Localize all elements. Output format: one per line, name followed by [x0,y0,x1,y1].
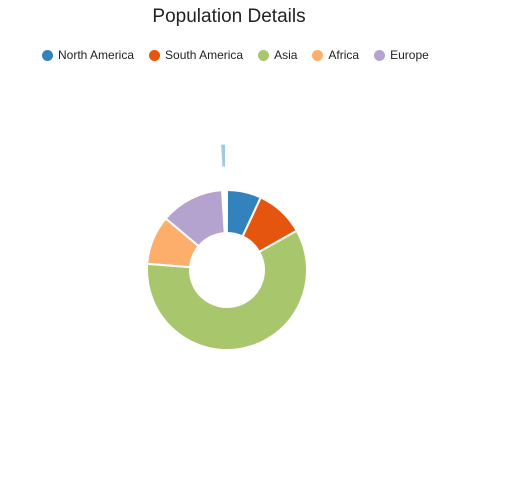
legend-item-north-america[interactable]: North America [42,48,134,62]
legend-item-south-america[interactable]: South America [149,48,243,62]
chart-title: Population Details [152,6,306,27]
legend-item-africa[interactable]: Africa [312,48,359,62]
legend-marker-asia [258,49,270,61]
legend-marker-europe [374,49,386,61]
legend-label-south-america: South America [165,48,244,62]
chart-legend: North America South America Asia Africa … [42,48,444,62]
legend-label-north-america: North America [58,48,135,62]
legend-marker-north-america [42,49,53,61]
legend-item-asia[interactable]: Asia [258,48,297,62]
legend-label-asia: Asia [274,48,298,62]
legend-marker-africa [312,49,324,61]
legend-marker-south-america [149,49,161,61]
legend-label-europe: Europe [390,48,429,62]
slice-exploded[interactable] [220,143,227,168]
legend-label-africa: Africa [328,48,360,62]
slice-europe[interactable] [164,189,226,248]
slice-asia[interactable] [146,229,308,351]
legend-item-europe[interactable]: Europe [374,48,429,62]
